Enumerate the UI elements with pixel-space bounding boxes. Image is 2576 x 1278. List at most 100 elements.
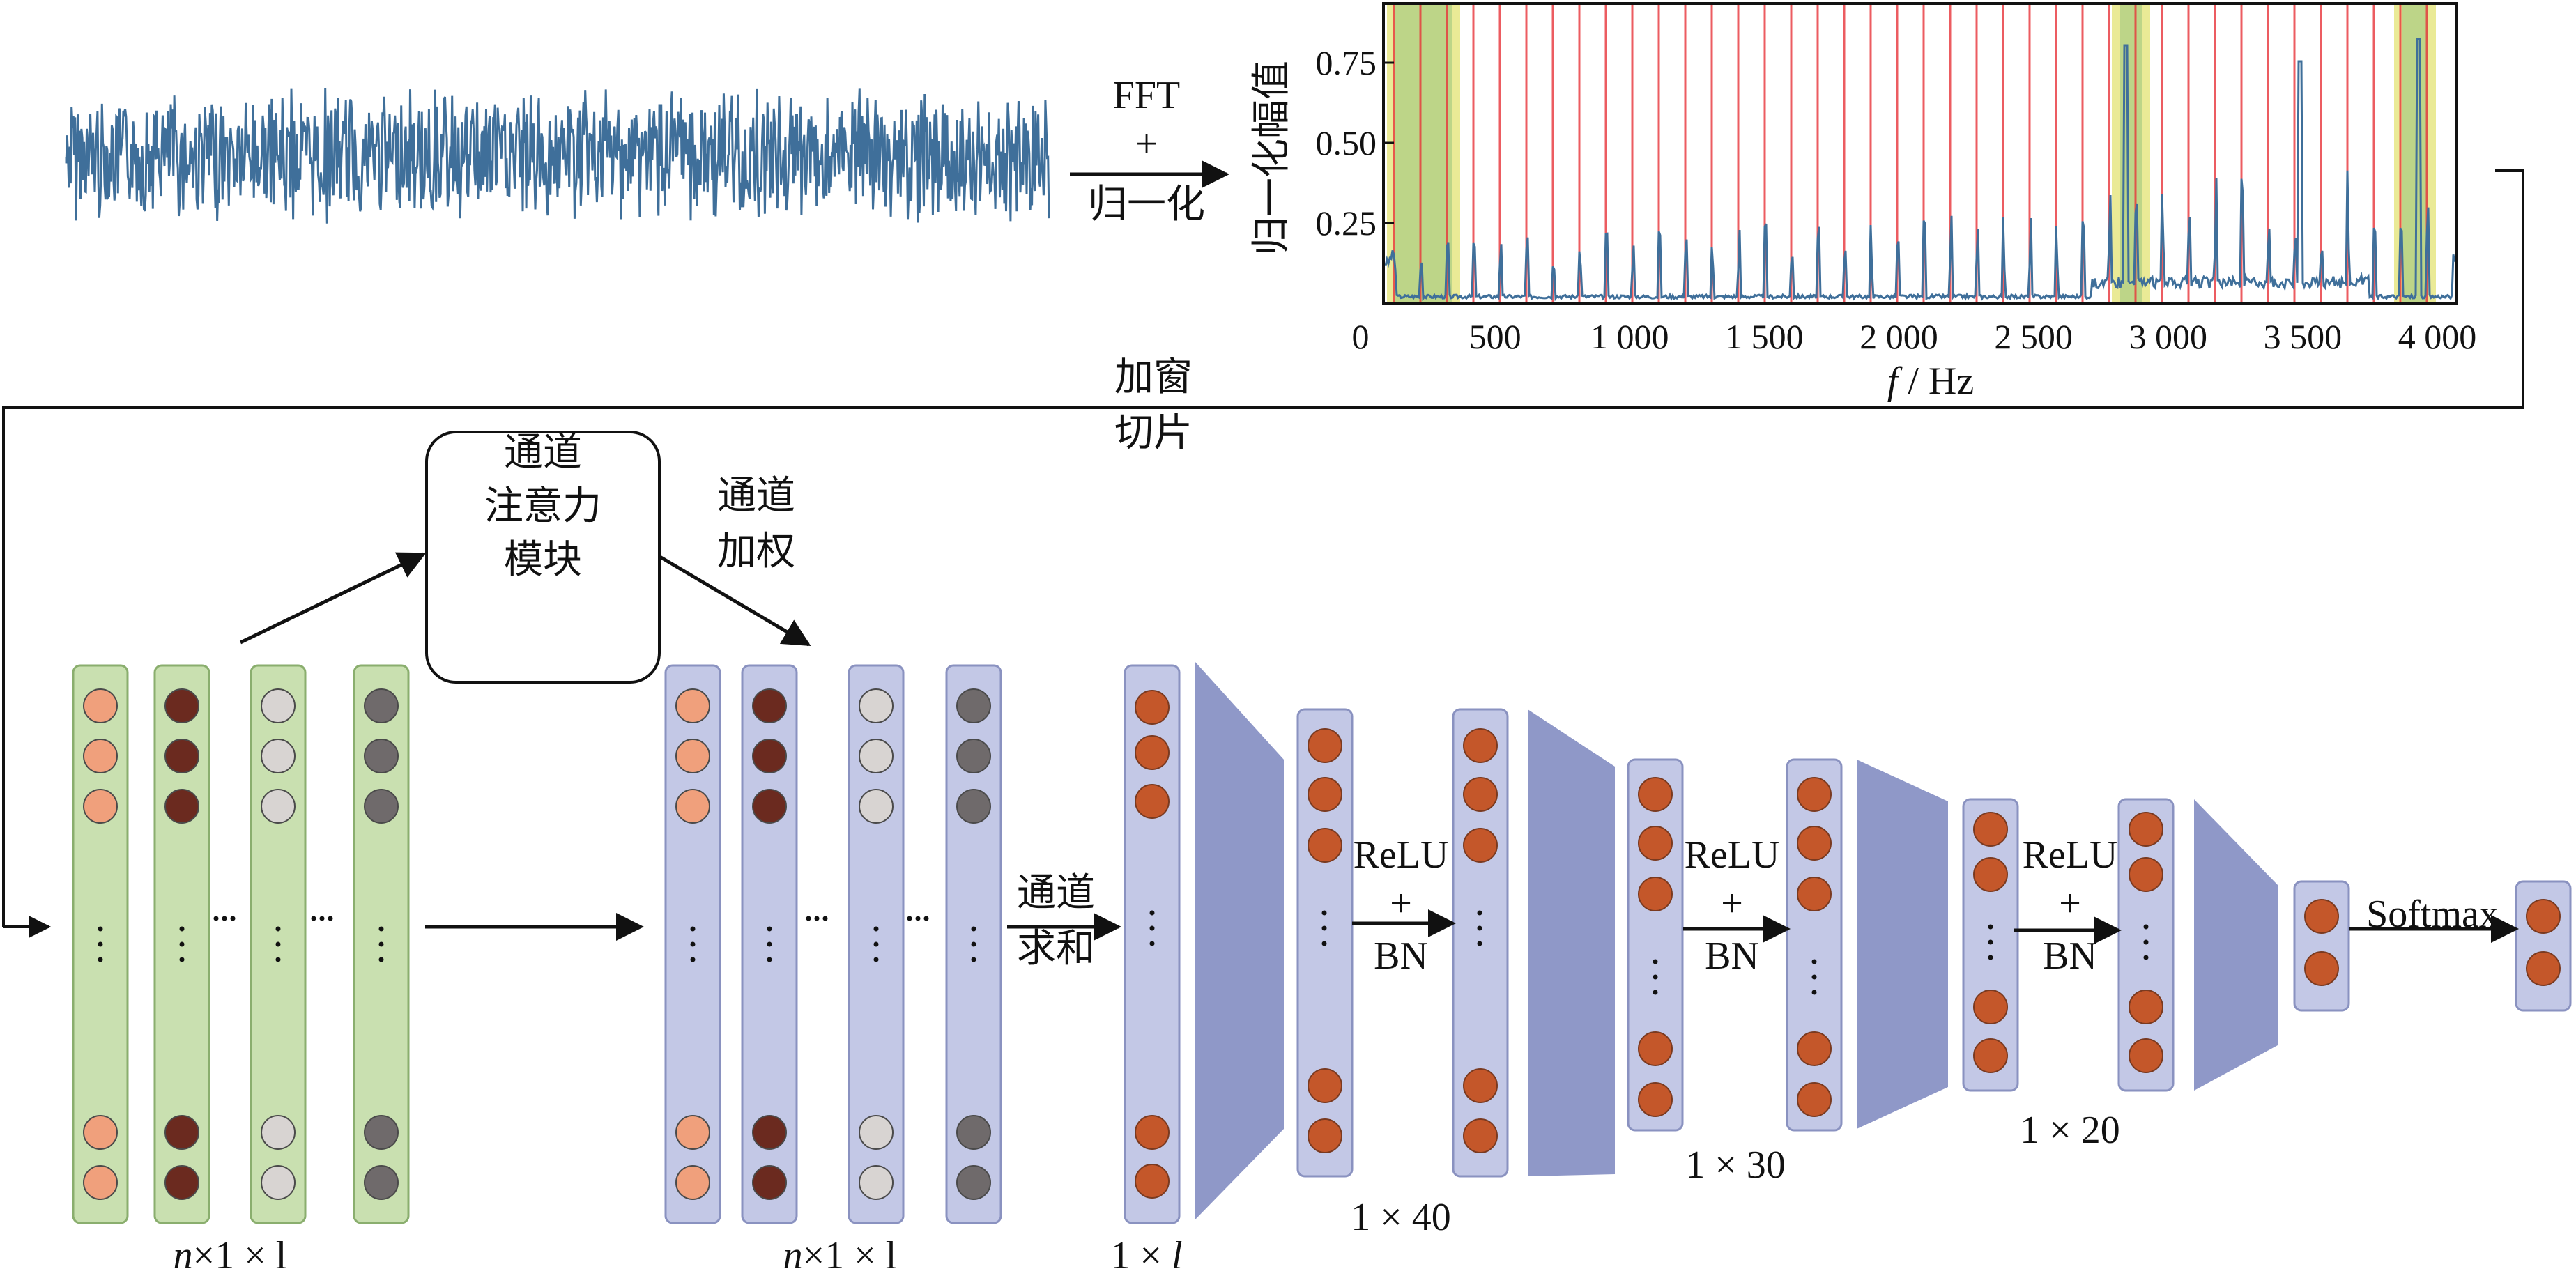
weighted-dim-label: n×1 × l (735, 1233, 944, 1278)
ellipsis-dot (971, 941, 976, 947)
input-channel-column (153, 664, 210, 1224)
neuron-node (1135, 1115, 1170, 1150)
neuron-node (752, 688, 787, 723)
neuron-node (83, 688, 118, 723)
layer-30-out (1786, 758, 1843, 1132)
ellipsis-dot (1149, 925, 1155, 931)
input-channel-column (250, 664, 307, 1224)
attention-box-line-2: 注意力 (484, 485, 601, 528)
ellipsis-dot (179, 941, 185, 947)
ellipsis-dot (806, 916, 811, 921)
neuron-node (2129, 812, 2163, 847)
ellipsis-dot (1477, 910, 1482, 916)
ellipsis-dot (1811, 990, 1817, 995)
ellipsis-dot (814, 916, 820, 921)
fft-plus: + (1135, 123, 1158, 166)
spectrum-ytick-label: 0.50 (1315, 123, 1377, 162)
weighted-dim-rest: ×1 × l (802, 1234, 897, 1277)
neuron-node (1135, 784, 1170, 819)
neuron-node (1638, 777, 1673, 812)
softmax-label: Softmax (2366, 893, 2499, 936)
ellipsis-dot (2143, 924, 2149, 930)
spectrum-frame (1382, 2, 2458, 305)
neuron-node (261, 789, 296, 824)
attention-box-line-1: 通道 (504, 431, 582, 475)
relu-label-2: ReLU (1684, 833, 1780, 877)
ellipsis-dot (98, 926, 103, 932)
dim-40-label: 1 × 40 (1351, 1196, 1451, 1239)
plus-label-2: + (1721, 882, 1743, 925)
neuron-node (1308, 828, 1342, 863)
neuron-node (364, 789, 399, 824)
ellipsis-dot (2143, 955, 2149, 960)
neuron-node (675, 688, 710, 723)
neuron-node (752, 789, 787, 824)
neuron-node (1463, 1068, 1498, 1103)
ellipsis-dot (98, 941, 103, 947)
neuron-node (261, 1115, 296, 1150)
ellipsis-dot (907, 916, 912, 921)
neuron-node (2129, 1038, 2163, 1073)
neuron-node (1973, 1038, 2008, 1073)
layer-20 (1962, 798, 2019, 1092)
ellipsis-dot (690, 957, 696, 962)
neuron-node (164, 789, 199, 824)
ellipsis-dot (378, 957, 384, 962)
spectrum-xlabel: f / Hz (1826, 359, 2035, 403)
ellipsis-dot (923, 916, 929, 921)
neuron-node (859, 739, 894, 773)
neuron-node (83, 1165, 118, 1200)
ellipsis-dot (1988, 955, 1993, 960)
normalize-label: 归一化 (1088, 183, 1205, 226)
plus-label-1: + (1390, 882, 1412, 925)
dense-connection (2194, 799, 2278, 1091)
spectrum-ytick-label: 0.75 (1315, 43, 1377, 82)
ellipsis-dot (1653, 974, 1658, 980)
neuron-node (83, 739, 118, 773)
dense-connection (1857, 760, 1948, 1129)
ellipsis-dot (378, 926, 384, 932)
ellipsis-dot (873, 957, 879, 962)
neuron-node (859, 1115, 894, 1150)
ellipsis-dot (873, 926, 879, 932)
neuron-node (1308, 728, 1342, 763)
neuron-node (1463, 777, 1498, 812)
neuron-node (1797, 1082, 1832, 1117)
relu-label-3: ReLU (2022, 833, 2118, 877)
weighted-channel-columns (664, 664, 1002, 1224)
ellipsis-dot (915, 916, 921, 921)
neuron-node (164, 1115, 199, 1150)
neuron-node (364, 1115, 399, 1150)
neuron-node (1973, 990, 2008, 1024)
ellipsis-dot (213, 916, 219, 921)
neuron-node (364, 688, 399, 723)
spectrum-xtick-label: 1 000 (1590, 317, 1669, 356)
relu-label-1: ReLU (1353, 833, 1449, 877)
neuron-node (675, 1115, 710, 1150)
output-softmax (2515, 880, 2572, 1012)
weighted-dim-n: n (783, 1234, 803, 1277)
ellipsis-dot (179, 957, 185, 962)
from-attention-arrow (654, 552, 811, 647)
channel-weight-label-1: 通道 (717, 475, 795, 518)
ellipsis-dot (2143, 939, 2149, 945)
neuron-node (164, 739, 199, 773)
window-label-1: 加窗 (1114, 356, 1193, 399)
neuron-node (83, 789, 118, 824)
fft-label: FFT (1112, 74, 1181, 117)
neuron-node (164, 1165, 199, 1200)
output-pre (2293, 880, 2350, 1012)
ellipsis-dot (1477, 941, 1482, 946)
sum-dim-l: l (1172, 1234, 1183, 1277)
ellipsis-dot (319, 916, 325, 921)
neuron-node (1135, 735, 1170, 770)
ellipsis-dot (767, 926, 772, 932)
spectrum-band-highlight-inner (1395, 4, 1452, 302)
ellipsis-dot (275, 926, 281, 932)
ellipsis-dot (222, 916, 227, 921)
ellipsis-dot (311, 916, 316, 921)
spectrum-xtick-label: 4 000 (2398, 317, 2477, 356)
spectrum-xtick-label: 0 (1351, 317, 1370, 356)
neuron-node (1797, 877, 1832, 911)
bn-label-2: BN (1705, 934, 1759, 978)
